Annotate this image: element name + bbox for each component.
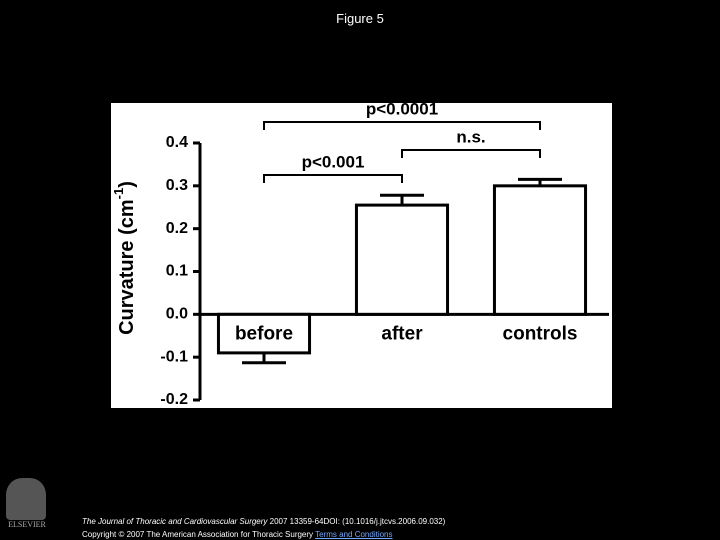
y-tick-label: -0.2	[160, 391, 188, 408]
bar	[216, 312, 312, 355]
copyright-line: Copyright © 2007 The American Associatio…	[82, 528, 445, 540]
significance-bracket	[401, 149, 541, 158]
publisher-logo: ELSEVIER	[6, 478, 48, 534]
significance-label: p<0.001	[302, 152, 365, 171]
y-tick-label: 0.2	[166, 220, 188, 237]
logo-tree	[6, 478, 46, 520]
copyright: Copyright © 2007 The American Associatio…	[82, 530, 314, 539]
y-tick-label: 0.4	[166, 134, 188, 151]
terms-link[interactable]: Terms and Conditions	[315, 530, 393, 539]
y-tick-label: 0.1	[166, 263, 188, 280]
significance-label: n.s.	[456, 127, 485, 146]
x-tick-label: controls	[503, 323, 578, 344]
bar	[492, 184, 588, 316]
y-tick-label: 0.0	[166, 306, 188, 323]
footer: The Journal of Thoracic and Cardiovascul…	[82, 515, 445, 540]
y-tick-label: 0.3	[166, 177, 188, 194]
citation-line: The Journal of Thoracic and Cardiovascul…	[82, 515, 445, 528]
journal-name: The Journal of Thoracic and Cardiovascul…	[82, 517, 268, 526]
y-label-text: Curvature (cm	[116, 199, 138, 335]
y-label-suffix: )	[116, 181, 138, 188]
citation: 2007 13359-64DOI: (10.1016/j.jtcvs.2006.…	[269, 517, 446, 526]
x-tick-label: after	[381, 323, 423, 344]
y-label-superscript: -1	[111, 188, 126, 200]
x-tick-label: before	[235, 323, 293, 344]
y-tick-label: -0.1	[160, 348, 188, 365]
significance-bracket	[263, 121, 541, 130]
bar	[354, 203, 450, 316]
significance-bracket	[263, 174, 403, 183]
logo-text: ELSEVIER	[8, 520, 46, 529]
significance-label: p<0.0001	[366, 99, 438, 118]
slide-title: Figure 5	[336, 11, 384, 26]
y-axis-label: Curvature (cm-1)	[111, 181, 138, 335]
